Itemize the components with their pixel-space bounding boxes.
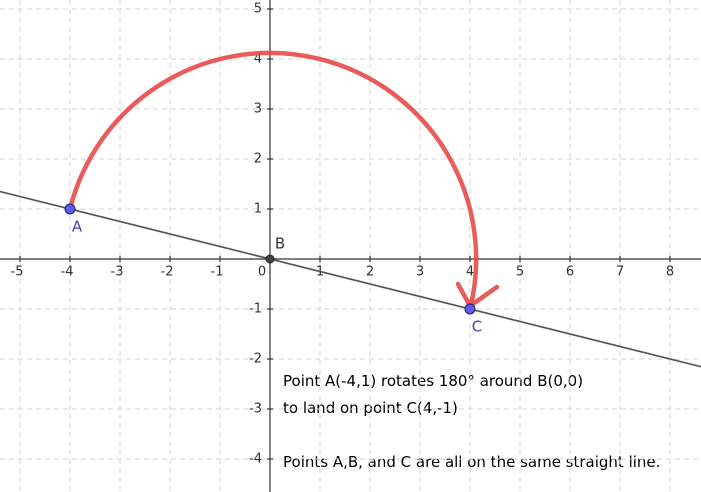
annotation: Points A,B, and C are all on the same st… bbox=[283, 453, 660, 471]
y-tick-label: -1 bbox=[249, 302, 262, 317]
x-tick-label: 5 bbox=[516, 265, 524, 280]
arrow-head bbox=[455, 281, 500, 309]
point-label: A bbox=[72, 218, 83, 236]
straight-line bbox=[0, 190, 701, 368]
x-tick-label: -2 bbox=[161, 265, 174, 280]
point-label: B bbox=[275, 235, 285, 253]
point bbox=[265, 254, 275, 264]
x-tick-label: -5 bbox=[11, 265, 24, 280]
point bbox=[64, 203, 76, 215]
x-tick-label: 3 bbox=[416, 265, 424, 280]
x-tick-label: 2 bbox=[366, 265, 374, 280]
y-tick-label: 1 bbox=[254, 202, 262, 217]
y-tick-label: 2 bbox=[254, 152, 262, 167]
point-label: C bbox=[472, 318, 482, 336]
x-tick-label: 6 bbox=[566, 265, 574, 280]
rotation-arc bbox=[67, 50, 479, 312]
y-tick-label: -4 bbox=[249, 452, 262, 467]
x-tick-label: -4 bbox=[61, 265, 74, 280]
x-tick-label: -3 bbox=[111, 265, 124, 280]
x-tick-label: 8 bbox=[666, 265, 674, 280]
x-tick-label: -1 bbox=[211, 265, 224, 280]
y-tick-label: 4 bbox=[254, 52, 262, 67]
y-tick-label: 5 bbox=[254, 2, 262, 17]
annotation: Point A(-4,1) rotates 180° around B(0,0) bbox=[283, 372, 583, 390]
y-tick-label: 3 bbox=[254, 102, 262, 117]
x-tick-label: 0 bbox=[258, 265, 266, 280]
y-tick-label: -3 bbox=[249, 402, 262, 417]
x-tick-label: 7 bbox=[616, 265, 624, 280]
point bbox=[464, 303, 476, 315]
y-tick-label: -2 bbox=[249, 352, 262, 367]
x-tick-label: 4 bbox=[466, 265, 474, 280]
